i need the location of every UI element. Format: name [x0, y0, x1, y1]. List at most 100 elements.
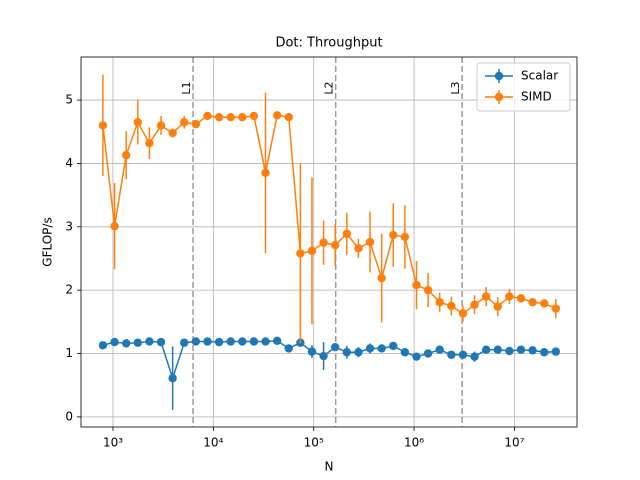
data-point	[365, 237, 375, 247]
data-point	[377, 273, 386, 283]
y-axis-label: GFLOP/s	[41, 217, 55, 266]
chart-title: Dot: Throughput	[275, 36, 382, 51]
data-point	[423, 285, 433, 295]
data-point	[400, 232, 410, 242]
data-point	[447, 350, 456, 359]
data-point	[505, 292, 514, 301]
data-point	[435, 297, 444, 307]
x-tick-label: 10⁵	[304, 436, 324, 450]
data-point	[156, 337, 166, 347]
data-point	[307, 246, 317, 256]
data-point	[98, 341, 108, 350]
data-point	[365, 344, 375, 353]
data-point	[121, 339, 131, 348]
data-point	[261, 168, 270, 178]
data-point	[493, 302, 502, 311]
data-point	[458, 309, 468, 318]
data-point	[191, 337, 201, 346]
data-point	[354, 348, 363, 357]
data-point	[458, 350, 468, 359]
data-point	[516, 345, 526, 354]
data-point	[470, 352, 479, 361]
x-tick-label: 10³	[103, 436, 123, 450]
y-tick-label: 5	[65, 93, 73, 107]
x-tick-label: 10⁷	[504, 436, 524, 450]
data-point	[249, 111, 259, 121]
data-point	[342, 348, 352, 357]
data-point	[481, 292, 491, 301]
data-point	[284, 112, 293, 122]
data-point	[191, 119, 201, 129]
data-point	[505, 346, 514, 356]
data-point	[272, 336, 282, 346]
data-point	[145, 138, 154, 148]
data-point	[168, 128, 177, 138]
x-tick-label: 10⁶	[404, 436, 424, 450]
data-point	[400, 348, 410, 357]
data-point	[377, 344, 386, 353]
data-point	[261, 337, 270, 346]
plot-frame	[80, 56, 578, 428]
reference-label: L1	[180, 81, 193, 94]
reference-label: L3	[449, 81, 462, 94]
data-point	[354, 244, 363, 253]
data-point	[435, 345, 444, 354]
series-line	[102, 340, 556, 381]
data-point	[168, 374, 177, 383]
legend-marker	[494, 71, 504, 81]
data-point	[296, 249, 305, 258]
data-point	[516, 294, 526, 303]
data-point	[319, 238, 328, 247]
data-point	[342, 229, 352, 238]
data-point	[238, 337, 247, 346]
data-point	[493, 345, 502, 354]
data-point	[528, 297, 537, 307]
data-point	[180, 338, 189, 347]
data-point	[98, 121, 108, 130]
data-point	[412, 352, 421, 361]
data-point	[412, 280, 421, 290]
data-point	[133, 338, 142, 347]
data-point	[423, 349, 433, 358]
data-point	[145, 337, 154, 346]
data-point	[226, 112, 235, 122]
data-point	[540, 299, 549, 308]
data-point	[551, 304, 561, 313]
data-point	[470, 300, 479, 309]
y-tick-label: 3	[65, 219, 73, 233]
data-point	[249, 337, 259, 346]
data-point	[307, 347, 317, 356]
data-point	[226, 337, 235, 346]
reference-label: L2	[323, 81, 336, 94]
data-point	[203, 111, 212, 121]
data-point	[389, 230, 398, 240]
data-point	[319, 351, 328, 361]
data-point	[238, 112, 247, 122]
data-point	[540, 348, 549, 357]
data-point	[214, 337, 224, 347]
data-point	[156, 121, 166, 130]
data-point	[481, 345, 491, 354]
data-point	[133, 118, 142, 127]
data-point	[447, 301, 456, 311]
y-tick-label: 2	[65, 283, 73, 297]
data-point	[214, 112, 224, 122]
x-tick-label: 10⁴	[203, 436, 223, 450]
legend-label: Scalar	[521, 69, 558, 83]
data-point	[551, 347, 561, 356]
data-point	[272, 111, 282, 120]
data-point	[203, 337, 212, 346]
data-point	[528, 346, 537, 355]
data-point	[121, 151, 131, 160]
data-point	[110, 221, 119, 231]
y-tick-label: 1	[65, 346, 73, 360]
legend-marker	[494, 92, 504, 102]
data-point	[331, 342, 340, 352]
data-point	[110, 337, 119, 347]
y-tick-label: 0	[65, 409, 73, 423]
data-point	[331, 240, 340, 250]
x-axis-label: N	[325, 460, 334, 474]
data-point	[284, 344, 293, 353]
